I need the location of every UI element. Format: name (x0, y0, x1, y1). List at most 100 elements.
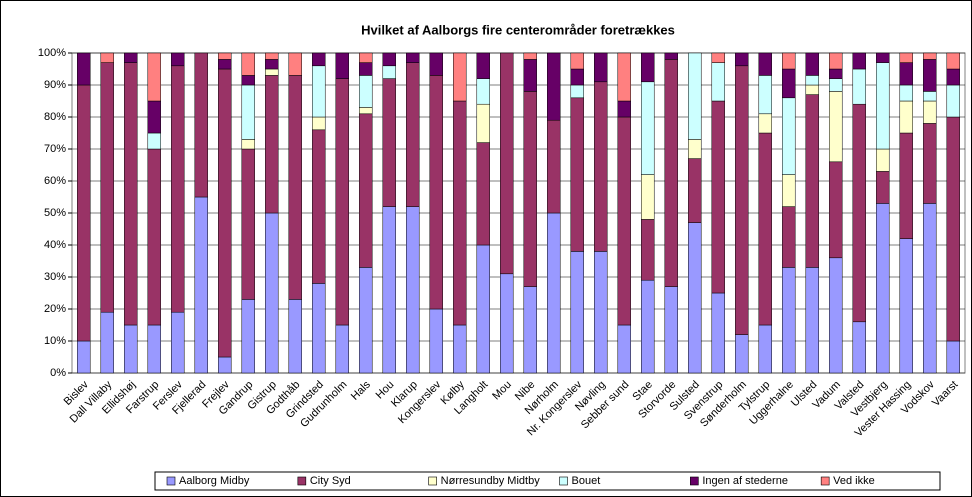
y-tick-label: 100% (38, 47, 66, 59)
bar-segment (570, 52, 584, 70)
legend-label: Ingen af stederne (702, 475, 788, 487)
bar-segment (829, 68, 843, 79)
bar-segment (453, 324, 467, 374)
bar-segment (288, 75, 302, 300)
chart-title: Hvilket af Aalborgs fire centerområder f… (361, 22, 675, 37)
bar-segment (899, 238, 913, 374)
bar-segment (805, 84, 819, 95)
bar-segment (852, 321, 866, 374)
bar-segment (711, 100, 725, 294)
legend-swatch (820, 476, 830, 486)
bar-segment (923, 91, 937, 102)
bar-segment (359, 107, 373, 115)
bar-segment (523, 286, 537, 374)
bar-segment (547, 119, 561, 214)
bar-segment (124, 324, 138, 374)
bar-segment (218, 59, 232, 70)
bar-segment (241, 299, 255, 374)
bar-segment (100, 62, 114, 313)
bar-segment (547, 212, 561, 374)
bar-segment (406, 206, 420, 374)
bar-segment (218, 52, 232, 60)
bar-segment (899, 84, 913, 102)
bar-segment (335, 78, 349, 326)
bar-segment (335, 324, 349, 374)
bar-segment (711, 292, 725, 374)
bar-segment (617, 116, 631, 326)
bar-segment (265, 52, 279, 60)
bar-segment (805, 52, 819, 76)
bar-segment (805, 75, 819, 86)
legend-label: Aalborg Midby (179, 475, 250, 487)
bar-segment (312, 52, 326, 67)
bar-segment (570, 97, 584, 252)
bar-segment (805, 94, 819, 268)
bar-segment (476, 244, 490, 374)
bar-segment (782, 206, 796, 268)
bar-segment (758, 52, 772, 76)
bar-segment (641, 174, 655, 220)
bar-segment (782, 267, 796, 374)
bar-segment (382, 65, 396, 79)
bar-segment (265, 59, 279, 70)
bar-segment (641, 219, 655, 281)
bar-segment (241, 84, 255, 140)
bar-segment (312, 116, 326, 131)
bar-segment (312, 65, 326, 118)
bar-segment (241, 148, 255, 300)
y-tick-label: 10% (44, 335, 66, 347)
bar-segment (194, 196, 208, 374)
bar-segment (406, 52, 420, 63)
bar-segment (758, 132, 772, 326)
y-tick-label: 90% (44, 79, 66, 91)
bar-segment (688, 52, 702, 140)
legend-label: Ved ikke (833, 475, 875, 487)
bar-segment (570, 68, 584, 86)
bar-segment (617, 324, 631, 374)
bar-segment (406, 62, 420, 207)
bar-segment (876, 62, 890, 150)
bar-segment (688, 222, 702, 374)
bar-segment (147, 52, 161, 102)
bar-segment (124, 62, 138, 326)
bar-segment (147, 100, 161, 134)
bar-segment (852, 103, 866, 323)
bar-segment (711, 62, 725, 102)
bar-segment (946, 84, 960, 118)
bar-segment (664, 286, 678, 374)
bar-segment (359, 267, 373, 374)
bar-segment (829, 91, 843, 163)
bar-segment (923, 100, 937, 124)
bar-segment (782, 97, 796, 175)
bar-segment (335, 52, 349, 79)
bar-segment (805, 267, 819, 374)
bar-segment (476, 103, 490, 143)
bar-segment (570, 251, 584, 374)
bar-segment (288, 299, 302, 374)
bar-segment (899, 100, 913, 134)
bar-segment (77, 84, 91, 342)
bar-segment (829, 78, 843, 92)
bar-segment (312, 283, 326, 374)
bar-segment (476, 78, 490, 105)
legend-swatch (559, 476, 568, 486)
bar-segment (946, 52, 960, 70)
bar-segment (100, 52, 114, 63)
bar-segment (359, 113, 373, 268)
bar-segment (241, 52, 255, 76)
legend-label: Bouet (572, 475, 601, 487)
bar-segment (923, 123, 937, 204)
bar-segment (147, 324, 161, 374)
bar-segment (382, 206, 396, 374)
legend-label: City Syd (310, 475, 351, 487)
bar-segment (594, 251, 608, 374)
legend-swatch (297, 476, 307, 486)
bar-segment (382, 78, 396, 207)
bar-segment (923, 52, 937, 60)
bar-segment (852, 68, 866, 105)
bar-segment (758, 324, 772, 374)
bar-segment (664, 52, 678, 60)
bar-segment (876, 148, 890, 172)
bar-segment (77, 340, 91, 374)
